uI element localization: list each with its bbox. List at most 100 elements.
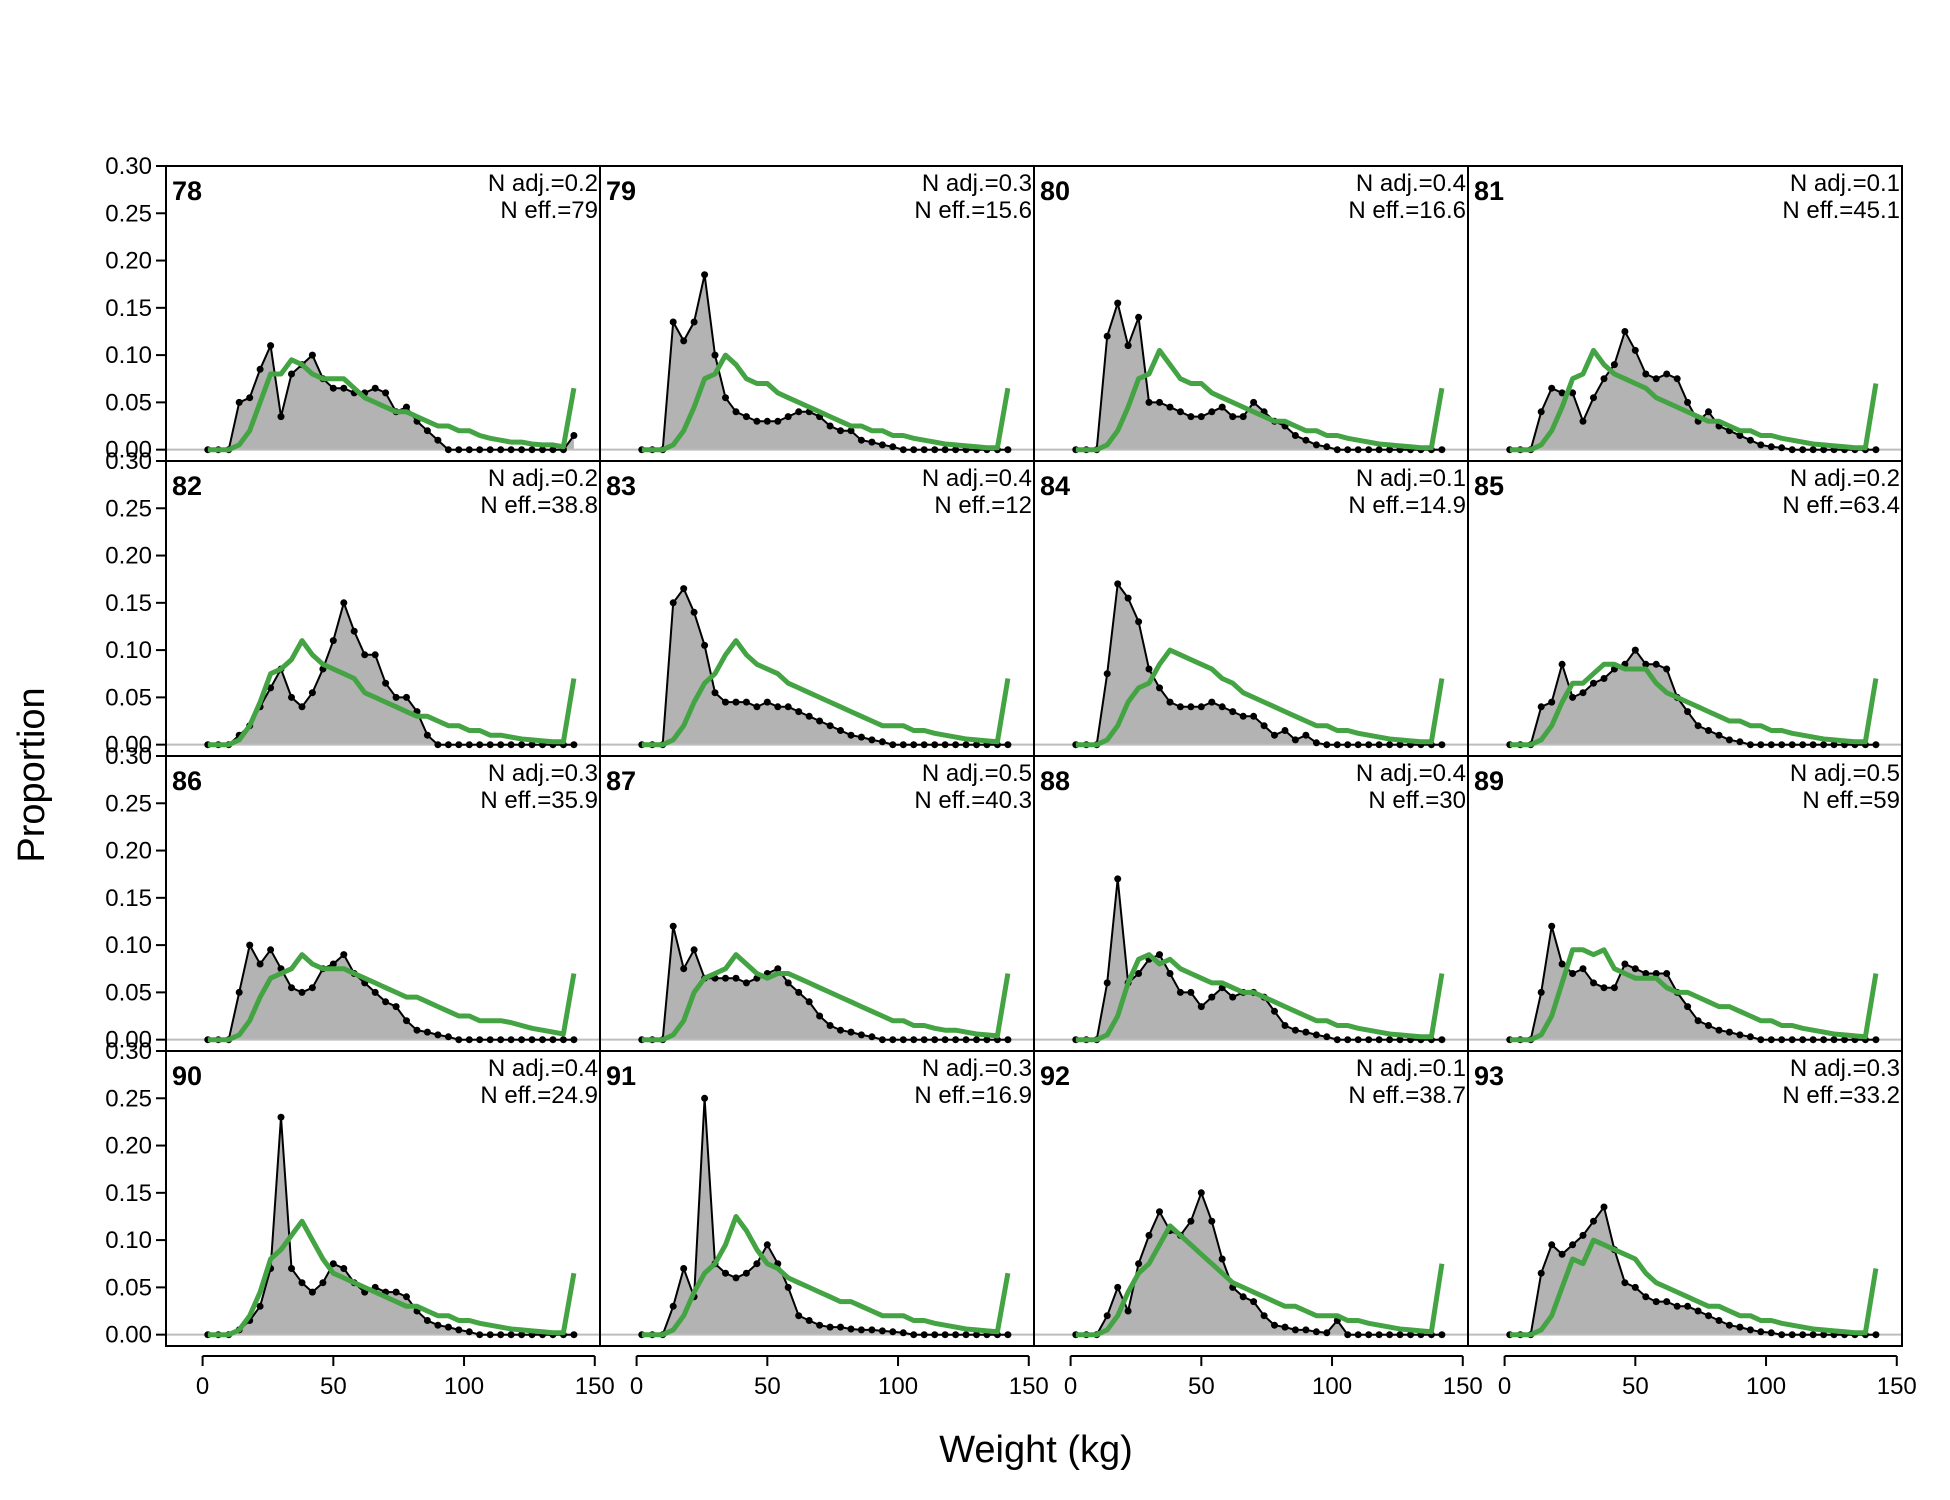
observed-point — [1197, 1189, 1205, 1197]
observed-point — [486, 741, 494, 749]
observed-point — [931, 446, 939, 454]
panel-year-label: 81 — [1474, 176, 1504, 206]
observed-point — [1736, 1323, 1744, 1331]
observed-point — [1004, 741, 1012, 749]
observed-point — [1396, 741, 1404, 749]
y-tick-label: 0.30 — [105, 743, 152, 770]
panel-85: 85 N adj.=0.2N eff.=63.4 — [1467, 460, 1903, 757]
observed-point — [392, 693, 400, 701]
observed-point — [784, 1283, 792, 1291]
x-tick-label: 150 — [1009, 1373, 1049, 1400]
observed-point — [1156, 684, 1163, 692]
observed-point — [1176, 408, 1184, 416]
observed-point — [941, 1036, 949, 1044]
observed-point — [1767, 1036, 1775, 1044]
observed-point — [329, 384, 337, 392]
panel-year-label: 79 — [606, 176, 636, 206]
observed-point — [763, 417, 771, 425]
observed-point — [1590, 1217, 1597, 1225]
observed-point — [1569, 389, 1577, 397]
observed-point — [455, 1326, 463, 1334]
panel-year-label: 87 — [606, 766, 636, 796]
observed-point — [1778, 1331, 1786, 1339]
observed-point — [1548, 698, 1556, 706]
observed-point — [952, 1331, 960, 1339]
observed-point — [371, 384, 379, 392]
observed-point — [1548, 1241, 1556, 1249]
observed-point — [973, 1036, 980, 1044]
n-eff-label: N eff.=38.7 — [1348, 1082, 1466, 1109]
observed-point — [1621, 960, 1629, 968]
observed-point — [1281, 1022, 1289, 1029]
n-adj-label: N adj.=0.1 — [1790, 170, 1900, 197]
y-tick-label: 0.30 — [105, 448, 152, 475]
observed-point — [507, 1036, 515, 1044]
observed-point — [267, 342, 275, 350]
observed-point — [403, 1017, 410, 1025]
observed-point — [1396, 1331, 1404, 1339]
observed-point — [549, 1036, 557, 1044]
observed-point — [1260, 722, 1268, 730]
observed-point — [1579, 689, 1587, 697]
observed-point — [983, 1036, 991, 1044]
n-eff-label: N eff.=40.3 — [914, 787, 1032, 814]
observed-point — [1312, 739, 1320, 747]
observed-point — [1135, 1260, 1143, 1268]
observed-point — [826, 722, 834, 730]
y-tick-label: 0.15 — [105, 590, 152, 617]
observed-point — [1218, 1255, 1226, 1263]
observed-point — [722, 974, 729, 982]
observed-point — [816, 1321, 824, 1329]
observed-point — [235, 988, 243, 996]
observed-point — [1365, 1036, 1373, 1044]
observed-point — [329, 1260, 337, 1268]
observed-point — [382, 998, 390, 1006]
observed-point — [340, 1265, 348, 1272]
observed-point — [1291, 736, 1299, 744]
observed-point — [1600, 675, 1608, 682]
expected-line-85 — [1509, 661, 1879, 748]
expected-line-84 — [1075, 647, 1445, 748]
n-adj-label: N adj.=0.3 — [922, 1055, 1032, 1082]
observed-point — [476, 741, 484, 749]
panel-89: 89 N adj.=0.5N eff.=59 — [1467, 755, 1903, 1052]
n-eff-label: N eff.=38.8 — [480, 492, 598, 519]
y-tick-label: 0.15 — [105, 295, 152, 322]
x-tick-label: 100 — [1312, 1373, 1352, 1400]
observed-point — [1715, 731, 1723, 739]
panel-year-label: 88 — [1040, 766, 1070, 796]
observed-point — [1767, 1329, 1775, 1337]
observed-point — [1757, 1328, 1765, 1336]
panel-86: 86 N adj.=0.3N eff.=35.9 — [165, 755, 601, 1052]
observed-point — [1590, 979, 1597, 987]
observed-point — [680, 337, 688, 345]
observed-area-87 — [641, 926, 1008, 1040]
observed-point — [1705, 408, 1712, 416]
y-tick-label: 0.00 — [105, 732, 152, 759]
n-eff-label: N eff.=45.1 — [1782, 197, 1900, 224]
observed-point — [329, 637, 337, 645]
observed-point — [403, 1293, 410, 1301]
observed-point — [941, 741, 949, 749]
observed-point — [1600, 375, 1608, 383]
observed-point — [680, 1265, 688, 1272]
n-adj-label: N adj.=0.1 — [1356, 465, 1466, 492]
observed-point — [732, 974, 740, 982]
observed-point — [539, 446, 546, 454]
observed-point — [1799, 446, 1807, 454]
observed-point — [1569, 1241, 1577, 1249]
observed-area-80 — [1075, 303, 1442, 450]
n-adj-label: N adj.=0.2 — [488, 465, 598, 492]
observed-point — [1166, 403, 1174, 411]
observed-point — [1229, 708, 1237, 716]
panel-78: 78 N adj.=0.2N eff.=79 — [165, 165, 601, 462]
observed-point — [444, 446, 452, 454]
observed-point — [931, 1331, 939, 1339]
observed-point — [1767, 443, 1775, 451]
expected-line-92 — [1075, 1223, 1445, 1338]
observed-point — [962, 1036, 970, 1044]
observed-point — [889, 1328, 897, 1336]
observed-point — [444, 741, 452, 749]
observed-point — [1736, 432, 1744, 439]
